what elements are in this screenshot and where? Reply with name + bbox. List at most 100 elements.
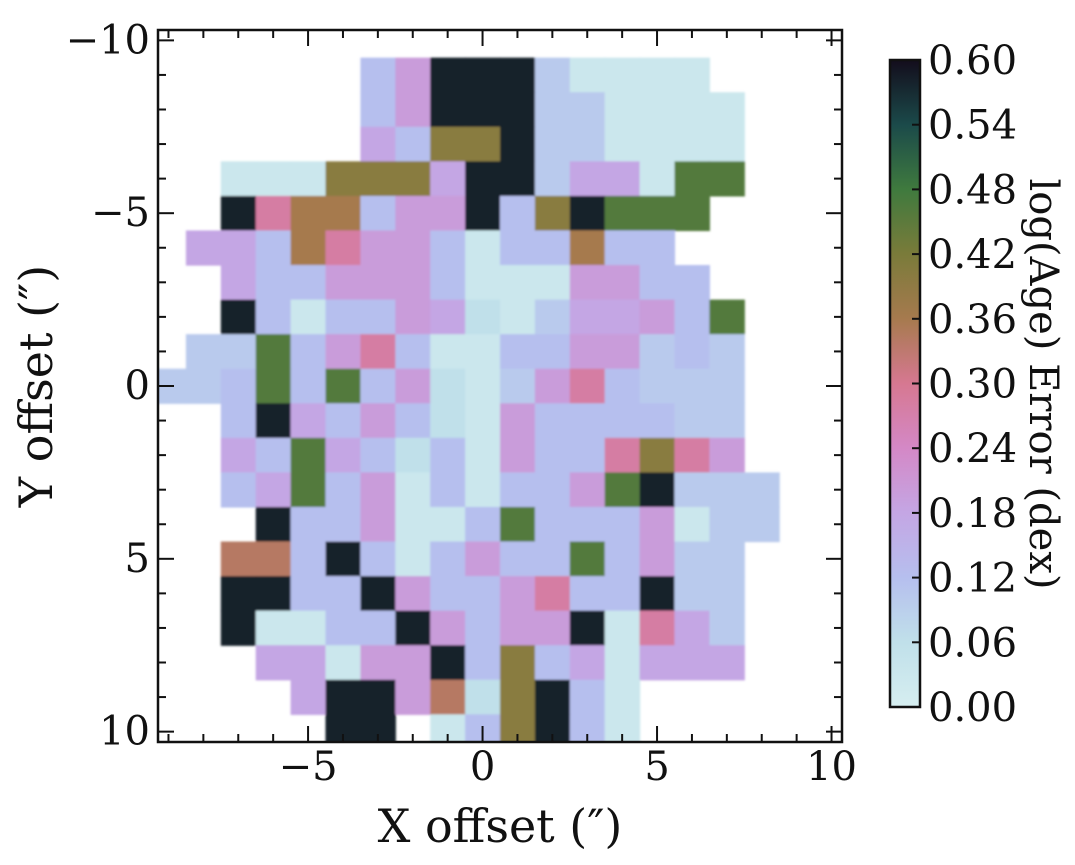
heatmap-cell [674, 161, 710, 197]
heatmap-cell [360, 230, 396, 266]
heatmap-cell [360, 403, 396, 439]
heatmap-cell [430, 92, 466, 128]
heatmap-cell [290, 576, 327, 612]
heatmap-cell [465, 299, 501, 335]
heatmap-cell [744, 506, 780, 543]
heatmap-cell [639, 472, 676, 508]
heatmap-cell [290, 403, 327, 439]
colorbar-ticks: 0.60 0.54 0.48 0.42 0.36 0.30 0.24 0.18 0.12 0.06… [912, 38, 1017, 731]
heatmap-cell [325, 506, 362, 543]
heatmap-cell [639, 92, 676, 128]
heatmap-cell [395, 437, 431, 474]
heatmap-cell [325, 472, 362, 508]
heatmap-cell [569, 334, 606, 370]
heatmap-cell [639, 161, 676, 197]
heatmap-cell [395, 230, 431, 266]
heatmap-cell [709, 92, 745, 128]
heatmap-cell [674, 610, 710, 646]
heatmap-cell [325, 299, 362, 335]
heatmap-cell [255, 299, 292, 335]
heatmap-cell [604, 368, 641, 404]
heatmap-cell [534, 92, 571, 128]
heatmap-cell [500, 265, 536, 301]
heatmap-cell [674, 265, 710, 301]
heatmap-cell [674, 576, 710, 612]
heatmap-cell [709, 610, 745, 646]
heatmap-cell [465, 57, 501, 93]
heatmap-cell [639, 645, 676, 681]
heatmap-cell [569, 57, 606, 93]
heatmap-cell [500, 610, 536, 646]
heatmap-cell [569, 541, 606, 577]
heatmap-cell [430, 576, 466, 612]
heatmap-cell [569, 610, 606, 646]
colorbar-tick-label: 0.18 [928, 491, 1017, 537]
heatmap-cell [290, 195, 327, 232]
heatmap-cell [255, 265, 292, 301]
heatmap-cell [255, 472, 292, 508]
heatmap-cell [639, 126, 676, 162]
heatmap-cell [395, 576, 431, 612]
heatmap-cell [360, 679, 396, 715]
heatmap-cell [604, 126, 641, 162]
heatmap-cell [395, 506, 431, 543]
heatmap-cell [325, 334, 362, 370]
heatmap-cell [465, 195, 501, 232]
heatmap-cell [569, 472, 606, 508]
heatmap-cell [395, 610, 431, 646]
heatmap-cell [709, 368, 745, 404]
colorbar: 0.60 0.54 0.48 0.42 0.36 0.30 0.24 0.18 0.12 0.06… [888, 38, 1066, 731]
heatmap-cell [674, 506, 710, 543]
heatmap-cell [500, 195, 536, 232]
heatmap-cell [569, 437, 606, 474]
heatmap-cell [465, 645, 501, 681]
heatmap-cell [534, 265, 571, 301]
heatmap-cell [325, 230, 362, 266]
heatmap-cell [325, 161, 362, 197]
heatmap-cell [430, 506, 466, 543]
heatmap-cell [604, 334, 641, 370]
heatmap-cell [534, 506, 571, 543]
heatmap-cells [158, 57, 780, 742]
heatmap-cell [430, 126, 466, 162]
y-tick-label: 0 [125, 363, 150, 409]
heatmap-cell [255, 230, 292, 266]
heatmap-cell [360, 299, 396, 335]
colorbar-tick-label: 0.48 [928, 167, 1017, 213]
heatmap-cell [430, 472, 466, 508]
heatmap-cell [500, 679, 536, 715]
heatmap-cell [255, 437, 292, 474]
y-tick-label: 10 [99, 709, 150, 755]
heatmap-cell [395, 368, 431, 404]
heatmap-cell [395, 645, 431, 681]
heatmap-cell [360, 576, 396, 612]
heatmap-cell [360, 334, 396, 370]
heatmap-cell [569, 506, 606, 543]
heatmap-cell [395, 541, 431, 577]
heatmap-cell [220, 161, 257, 197]
heatmap-cell [674, 437, 710, 474]
x-tick-label: 5 [644, 744, 669, 790]
colorbar-tick-label: 0.36 [928, 297, 1017, 343]
heatmap-cell [534, 334, 571, 370]
heatmap-cell [569, 299, 606, 335]
heatmap-cell [604, 265, 641, 301]
heatmap-cell [430, 230, 466, 266]
heatmap-cell [604, 679, 641, 715]
heatmap-cell [325, 265, 362, 301]
colorbar-tick-label: 0.54 [928, 103, 1017, 149]
heatmap-cell [500, 714, 536, 742]
heatmap-cell [395, 195, 431, 232]
colorbar-tick-label: 0.60 [928, 38, 1017, 84]
heatmap-cell [220, 437, 257, 474]
heatmap-cell [220, 610, 257, 646]
y-tick-label: −10 [66, 17, 150, 63]
heatmap-cell [604, 437, 641, 474]
heatmap-cell [360, 541, 396, 577]
heatmap-cell [255, 576, 292, 612]
heatmap-cell [220, 576, 257, 612]
heatmap-cell [465, 265, 501, 301]
heatmap-cell [360, 92, 396, 128]
heatmap-cell [465, 679, 501, 715]
heatmap-cell [325, 610, 362, 646]
